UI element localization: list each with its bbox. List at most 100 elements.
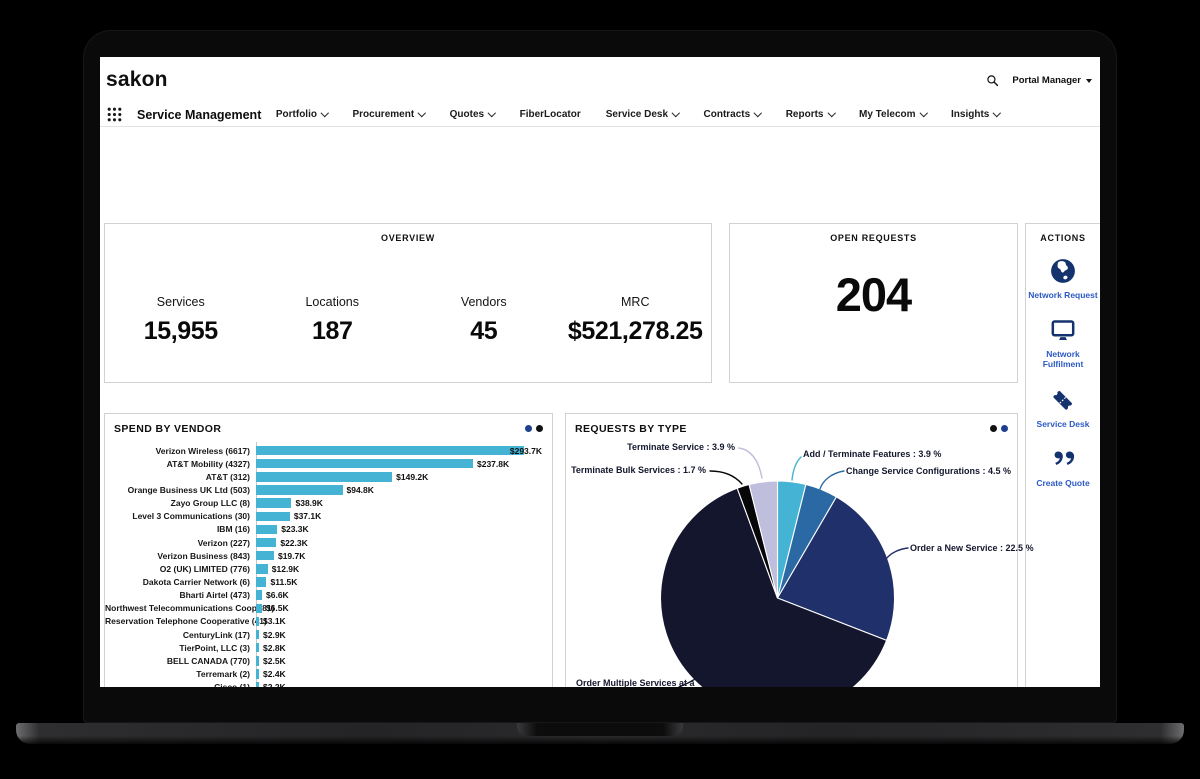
carousel-dots <box>525 425 543 432</box>
carousel-dot[interactable] <box>1001 425 1008 432</box>
bar-category-label: Verizon Business (843) <box>157 550 250 561</box>
bar <box>256 485 343 495</box>
pie-leader-line <box>886 547 909 559</box>
bar-row: Cisco (1) $2.2K <box>105 681 546 687</box>
bar-value-label: $6.6K <box>266 590 289 601</box>
bar-row: Reservation Telephone Cooperative (41) $3… <box>105 615 546 628</box>
nav-item-label: Reports <box>785 109 824 120</box>
apps-grid-icon[interactable] <box>107 107 122 122</box>
nav-item-reports[interactable]: Reports <box>773 109 846 120</box>
actions-list: Network Request Network Fulfilment Servi… <box>1026 258 1100 488</box>
stat-mrc: MRC $521,278.25 <box>560 295 712 346</box>
bar-value-label: $2.9K <box>263 629 286 640</box>
search-icon[interactable] <box>986 74 999 87</box>
bar-value-label: $237.8K <box>476 458 510 469</box>
bar-row: AT&T Mobility (4327) $237.8K <box>105 457 546 470</box>
bar-category-label: BELL CANADA (770) <box>166 655 250 666</box>
open-requests-count: 204 <box>835 268 912 321</box>
pie-leader-line <box>709 470 743 485</box>
overview-stats: Services 15,955 Locations 187 Vendors 45… <box>105 295 711 346</box>
bar-value-label: $293.7K <box>509 445 542 456</box>
carousel-dot[interactable] <box>536 425 543 432</box>
chevron-down-icon <box>754 109 762 117</box>
bar-row: Northwest Telecommunications Coop (81) $6… <box>105 602 546 615</box>
nav-items: Portfolio Procurement Quotes FiberLocator Se… <box>263 109 1012 120</box>
action-label: Service Desk <box>1036 418 1090 429</box>
bar-value-label: $12.9K <box>271 563 300 574</box>
open-requests-title: OPEN REQUESTS <box>830 233 917 243</box>
pie-label-order-a-new-service: Order a New Service : 22.5 % <box>910 543 1034 553</box>
nav-item-contracts[interactable]: Contracts <box>691 109 773 120</box>
bar <box>256 682 259 687</box>
bar-track: $2.2K <box>256 682 546 687</box>
nav-item-my-telecom[interactable]: My Telecom <box>847 109 939 120</box>
nav-item-label: Procurement <box>352 109 415 120</box>
nav-item-label: Contracts <box>703 109 751 120</box>
chevron-down-icon <box>487 109 496 117</box>
bar-category-label: Zayo Group LLC (8) <box>170 498 250 509</box>
action-network-fulfilment[interactable]: Network Fulfilment <box>1026 317 1100 369</box>
bar-value-label: $11.5K <box>270 576 298 587</box>
open-requests-panel: OPEN REQUESTS 204 <box>729 223 1018 383</box>
bar-category-label: Orange Business UK Ltd (503) <box>127 484 250 495</box>
bar-value-label: $2.2K <box>263 682 286 687</box>
bar-track: $19.7K <box>256 551 546 561</box>
bar-category-label: Bharti Airtel (473) <box>179 590 250 601</box>
nav-item-quotes[interactable]: Quotes <box>437 109 507 120</box>
action-label: Network Fulfilment <box>1042 349 1084 370</box>
nav-item-insights[interactable]: Insights <box>939 109 1013 120</box>
nav-item-service-desk[interactable]: Service Desk <box>593 109 691 120</box>
bar-chart: Verizon Wireless (6617) $293.7K AT&T Mobil… <box>105 444 546 687</box>
stat-locations: Locations 187 <box>257 295 409 346</box>
nav-item-fiberlocator[interactable]: FiberLocator <box>507 109 593 120</box>
bar-track: $3.1K <box>256 616 546 626</box>
bar <box>256 669 259 679</box>
bar-row: Bharti Airtel (473) $6.6K <box>105 589 546 602</box>
bar-row: TierPoint, LLC (3) $2.8K <box>105 641 546 654</box>
stat-vendors: Vendors 45 <box>408 295 560 346</box>
bar-category-label: AT&T Mobility (4327) <box>166 458 250 469</box>
bar-row: IBM (16) $23.3K <box>105 523 546 536</box>
pie-slice-terminate-service <box>748 480 779 599</box>
action-service-desk[interactable]: Service Desk <box>1026 387 1100 429</box>
bar-track: $12.9K <box>256 564 546 574</box>
bar-row: AT&T (312) $149.2K <box>105 470 546 483</box>
pie-label-order-multiple-services-at-a-location: Order Multiple Services at a Location : … <box>576 678 695 687</box>
bar-track: $6.5K <box>256 603 546 613</box>
app-header: sakon Portal Manager <box>100 57 1100 103</box>
pie-slice-order-a-new-service <box>776 496 896 641</box>
bar-category-label: Northwest Telecommunications Coop (81) <box>105 603 275 614</box>
stat-label: Services <box>156 295 205 309</box>
nav-item-portfolio[interactable]: Portfolio <box>263 109 340 120</box>
spend-chart-title: SPEND BY VENDOR <box>114 423 222 435</box>
bar-value-label: $2.5K <box>263 655 286 666</box>
action-create-quote[interactable]: Create Quote <box>1026 446 1100 488</box>
main-navbar: Service Management Portfolio Procurement Q… <box>100 103 1100 127</box>
bar-category-label: Verizon (227) <box>197 537 250 548</box>
bar-category-label: Terremark (2) <box>196 668 250 679</box>
bar-category-label: CenturyLink (17) <box>182 629 250 640</box>
bar <box>256 577 267 587</box>
carousel-dot[interactable] <box>990 425 997 432</box>
action-network-request[interactable]: Network Request <box>1026 258 1100 300</box>
bar <box>256 590 263 600</box>
bar <box>256 511 290 522</box>
bar-track: $37.1K <box>256 511 546 522</box>
portal-manager-menu[interactable]: Portal Manager <box>1012 75 1092 86</box>
bar-value-label: $38.9K <box>295 498 323 509</box>
quote-icon <box>1050 446 1076 472</box>
page-title: Service Management <box>137 107 262 122</box>
bar-category-label: Reservation Telephone Cooperative (41) <box>105 616 267 627</box>
bar <box>256 603 262 613</box>
pie-label-add-terminate-features: Add / Terminate Features : 3.9 % <box>803 449 942 459</box>
overview-panel: OVERVIEW Services 15,955 Locations 187 V… <box>104 223 712 383</box>
bar-row: Verizon Wireless (6617) $293.7K <box>105 444 546 457</box>
bar-value-label: $94.8K <box>346 484 374 495</box>
bar-row: Orange Business UK Ltd (503) $94.8K <box>105 483 546 496</box>
nav-item-procurement[interactable]: Procurement <box>340 109 437 120</box>
bar-value-label: $149.2K <box>396 471 429 482</box>
carousel-dot[interactable] <box>525 425 532 432</box>
actions-panel: ACTIONS Network Request Network Fulfilme… <box>1025 223 1100 687</box>
bar <box>256 642 259 653</box>
bar <box>256 524 278 535</box>
